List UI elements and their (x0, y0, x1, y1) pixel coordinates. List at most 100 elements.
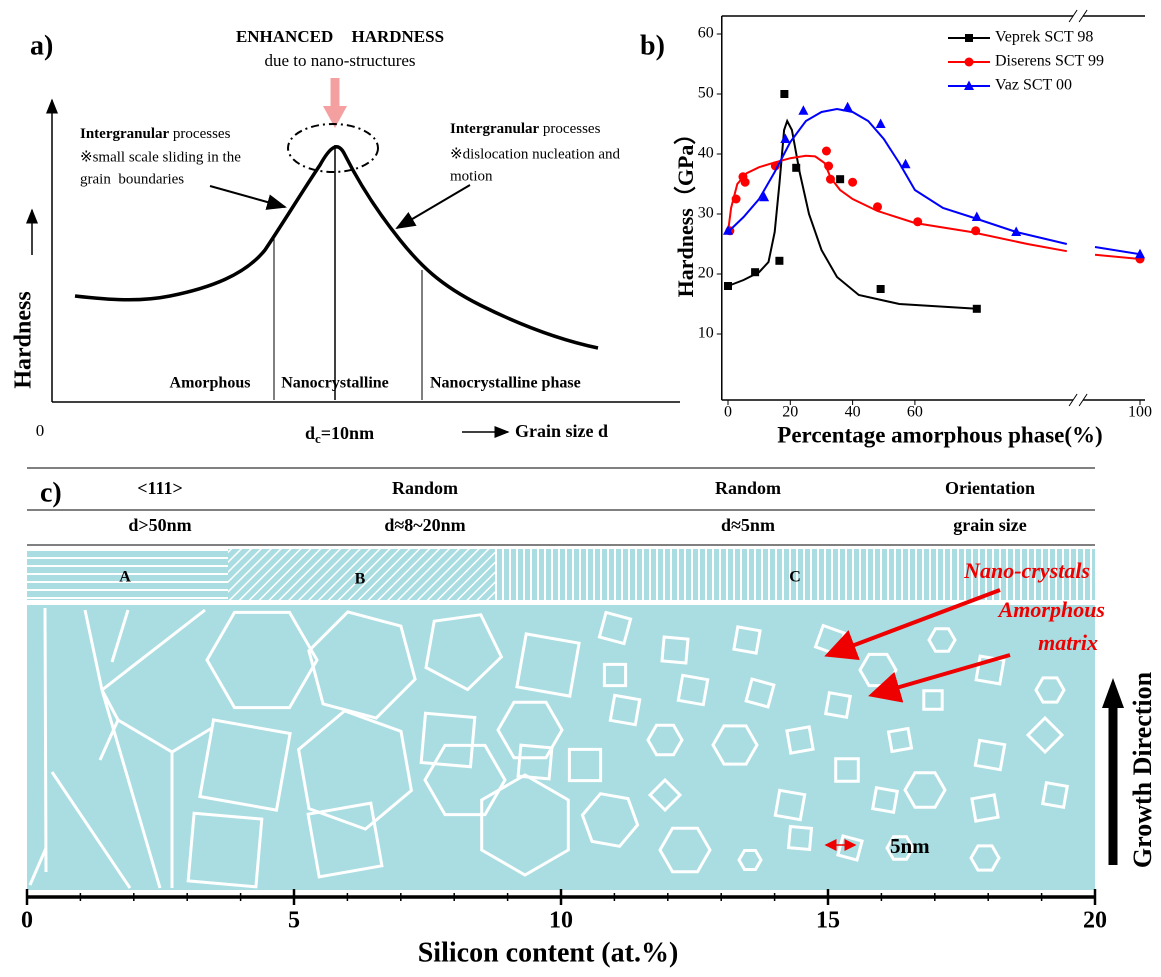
legend-label: Veprek SCT 98 (995, 29, 1093, 46)
note-line: ※small scale sliding in the (80, 149, 241, 165)
axis-break (1068, 393, 1088, 407)
grain (567, 747, 603, 783)
grain (515, 632, 581, 698)
grain (198, 718, 292, 812)
x-label: Percentage amorphous phase(%) (777, 422, 1102, 447)
grain (834, 757, 860, 783)
x-label: Grain size d (515, 421, 608, 441)
marker (964, 57, 974, 67)
row-label: grain size (953, 515, 1027, 535)
grain (1034, 676, 1066, 704)
grain (744, 677, 776, 709)
grain (676, 673, 710, 707)
marker (780, 133, 791, 143)
y-label: Hardness（GPa） (673, 123, 698, 298)
x-tick-label: 0 (21, 908, 33, 934)
grain (205, 610, 319, 710)
marker (798, 105, 809, 115)
x-tick-label: 0 (724, 404, 732, 421)
title: ENHANCED HARDNESS (236, 27, 444, 46)
marker (775, 256, 784, 265)
zone-label: B (355, 571, 366, 588)
origin-label: 0 (36, 421, 45, 440)
grain (516, 743, 554, 781)
orientation: Random (715, 478, 781, 498)
value-text: =10nm (321, 423, 374, 443)
grain-size: d>50nm (128, 515, 191, 535)
grain (1040, 780, 1070, 810)
grain (602, 662, 628, 688)
grain (823, 690, 853, 720)
grain-boundaries (28, 607, 213, 889)
grain (885, 835, 915, 861)
marker (875, 118, 886, 128)
grain (903, 771, 947, 809)
grain (836, 834, 864, 862)
y-label: Hardness (11, 291, 37, 388)
grain (608, 693, 642, 727)
marker (825, 174, 835, 184)
axis-break (1068, 9, 1088, 23)
panel-a: a) ENHANCED HARDNESS due to nano-structu… (11, 27, 680, 446)
grain-size: d≈8~20nm (384, 515, 465, 535)
annotation: Amorphous (997, 597, 1105, 622)
marker (971, 226, 981, 236)
y-tick-label: 20 (698, 265, 714, 282)
x-tick-label: 20 (782, 404, 798, 421)
x-tick-label: 60 (907, 404, 923, 421)
note-line: grain boundaries (80, 171, 184, 187)
fit-line (727, 154, 1141, 260)
marker (848, 177, 858, 187)
x-tick-label: 20 (1083, 908, 1107, 934)
grain (773, 788, 807, 822)
grain (927, 627, 957, 653)
marker (971, 211, 982, 221)
pink-arrow-head (323, 106, 347, 128)
x-tick-label: 5 (288, 908, 300, 934)
marker (724, 282, 732, 290)
grain (1025, 715, 1065, 755)
note: Intergranular processes (80, 126, 231, 142)
note-line: motion (450, 168, 493, 184)
x-tick-label: 10 (549, 908, 573, 934)
marker (792, 163, 801, 172)
marker (723, 225, 733, 235)
annotation: matrix (1038, 630, 1098, 655)
marker (821, 146, 831, 156)
y-tick-label: 10 (698, 325, 714, 342)
fit-line (727, 118, 977, 310)
region-label: Nanocrystalline (281, 375, 389, 392)
scale-label: 5nm (890, 834, 930, 858)
grain (496, 700, 564, 760)
marker (740, 177, 750, 187)
marker (842, 101, 853, 112)
marker (965, 34, 973, 42)
marker (873, 202, 883, 212)
y-tick-label: 30 (698, 205, 714, 222)
grain (647, 777, 683, 813)
marker (780, 90, 789, 98)
grain (307, 610, 417, 720)
grain (306, 801, 384, 879)
film (27, 605, 1095, 890)
marker (731, 194, 741, 204)
zone-label: A (119, 569, 131, 586)
arrow (395, 184, 471, 230)
panel-c: c) <111> Random Random Orientation d>50n… (27, 467, 1157, 890)
grain (660, 635, 690, 665)
grain (597, 610, 633, 646)
grain (711, 724, 759, 766)
marker (751, 268, 760, 277)
panel-label: b) (640, 30, 665, 61)
grain (732, 625, 762, 655)
grain (646, 723, 684, 757)
marker (836, 175, 845, 184)
x-tick-label: 100 (1128, 404, 1152, 421)
legend-label: Diserens SCT 99 (995, 53, 1104, 70)
red-arrow (824, 588, 1001, 661)
subtitle: due to nano-structures (264, 51, 415, 70)
region-label: Amorphous (170, 375, 251, 392)
grain (973, 738, 1007, 772)
grain-size: d≈5nm (721, 515, 775, 535)
fit-line (727, 107, 1141, 256)
